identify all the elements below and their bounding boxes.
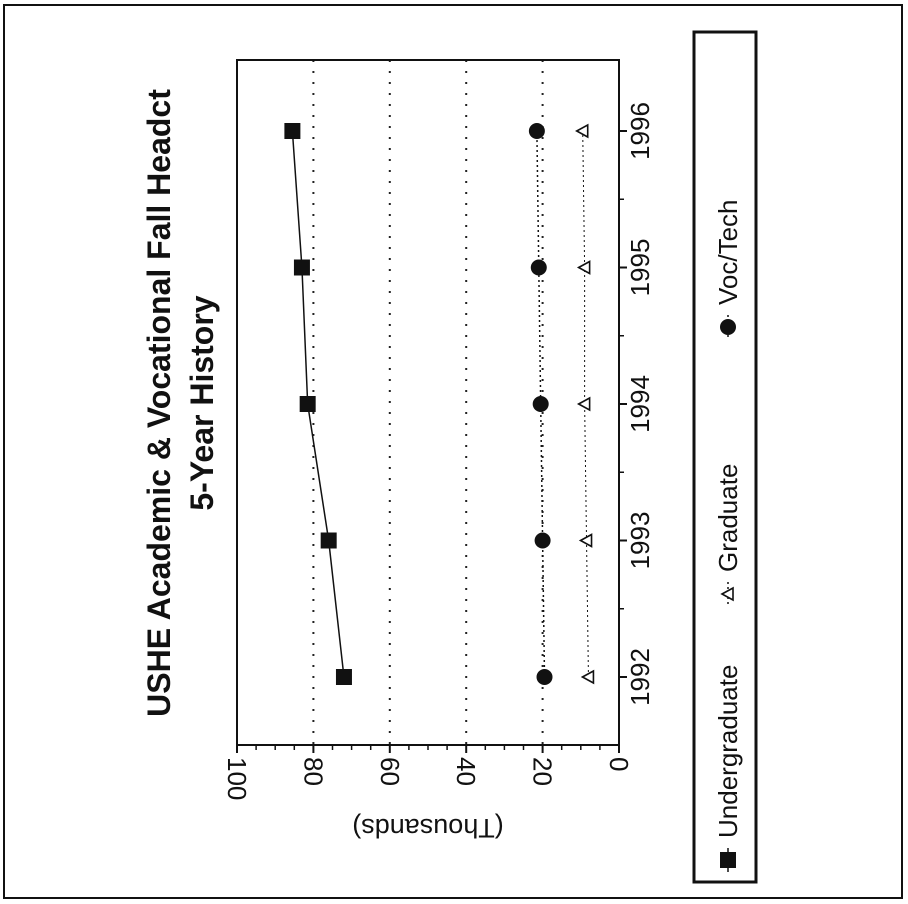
legend-marker: [720, 319, 736, 335]
category-tick-label: 1993: [625, 512, 655, 570]
data-point: [299, 396, 316, 412]
chart-frame: [3, 4, 903, 899]
data-point: [528, 123, 545, 139]
category-tick-label: 1995: [625, 239, 655, 297]
category-tick-label: 1996: [625, 102, 655, 160]
data-point: [320, 532, 337, 549]
legend-box: [692, 30, 758, 884]
value-tick-label: 100: [222, 757, 252, 800]
value-axis-label: (Thousands): [352, 813, 504, 843]
value-tick-label: 0: [604, 757, 634, 771]
series-line: [582, 130, 589, 678]
data-point: [580, 669, 595, 685]
data-point: [576, 396, 591, 412]
category-tick-label: 1994: [625, 375, 655, 433]
data-point: [284, 123, 301, 139]
data-point: [578, 533, 593, 548]
data-point: [335, 669, 352, 685]
value-tick-label: 40: [451, 757, 481, 786]
category-tick-label: 1992: [625, 648, 655, 706]
series-line: [536, 130, 546, 678]
legend-entry: Graduate: [713, 464, 743, 572]
legend-entry: Undergraduate: [713, 665, 743, 838]
data-point: [293, 259, 310, 276]
value-tick-label: 60: [375, 757, 405, 786]
value-tick-label: 80: [298, 757, 328, 786]
chart-subtitle: 5-Year History: [184, 295, 220, 510]
data-point: [575, 123, 589, 139]
value-tick-label: 20: [528, 757, 558, 786]
data-point: [530, 259, 547, 276]
data-point: [536, 669, 553, 685]
legend-marker: [720, 852, 736, 868]
chart-title: USHE Academic & Vocational Fall Headct: [141, 89, 177, 717]
legend-marker: [720, 586, 734, 602]
data-point: [576, 260, 591, 275]
legend-entry: Voc/Tech: [713, 199, 743, 305]
data-point: [534, 532, 551, 549]
data-point: [532, 396, 549, 412]
